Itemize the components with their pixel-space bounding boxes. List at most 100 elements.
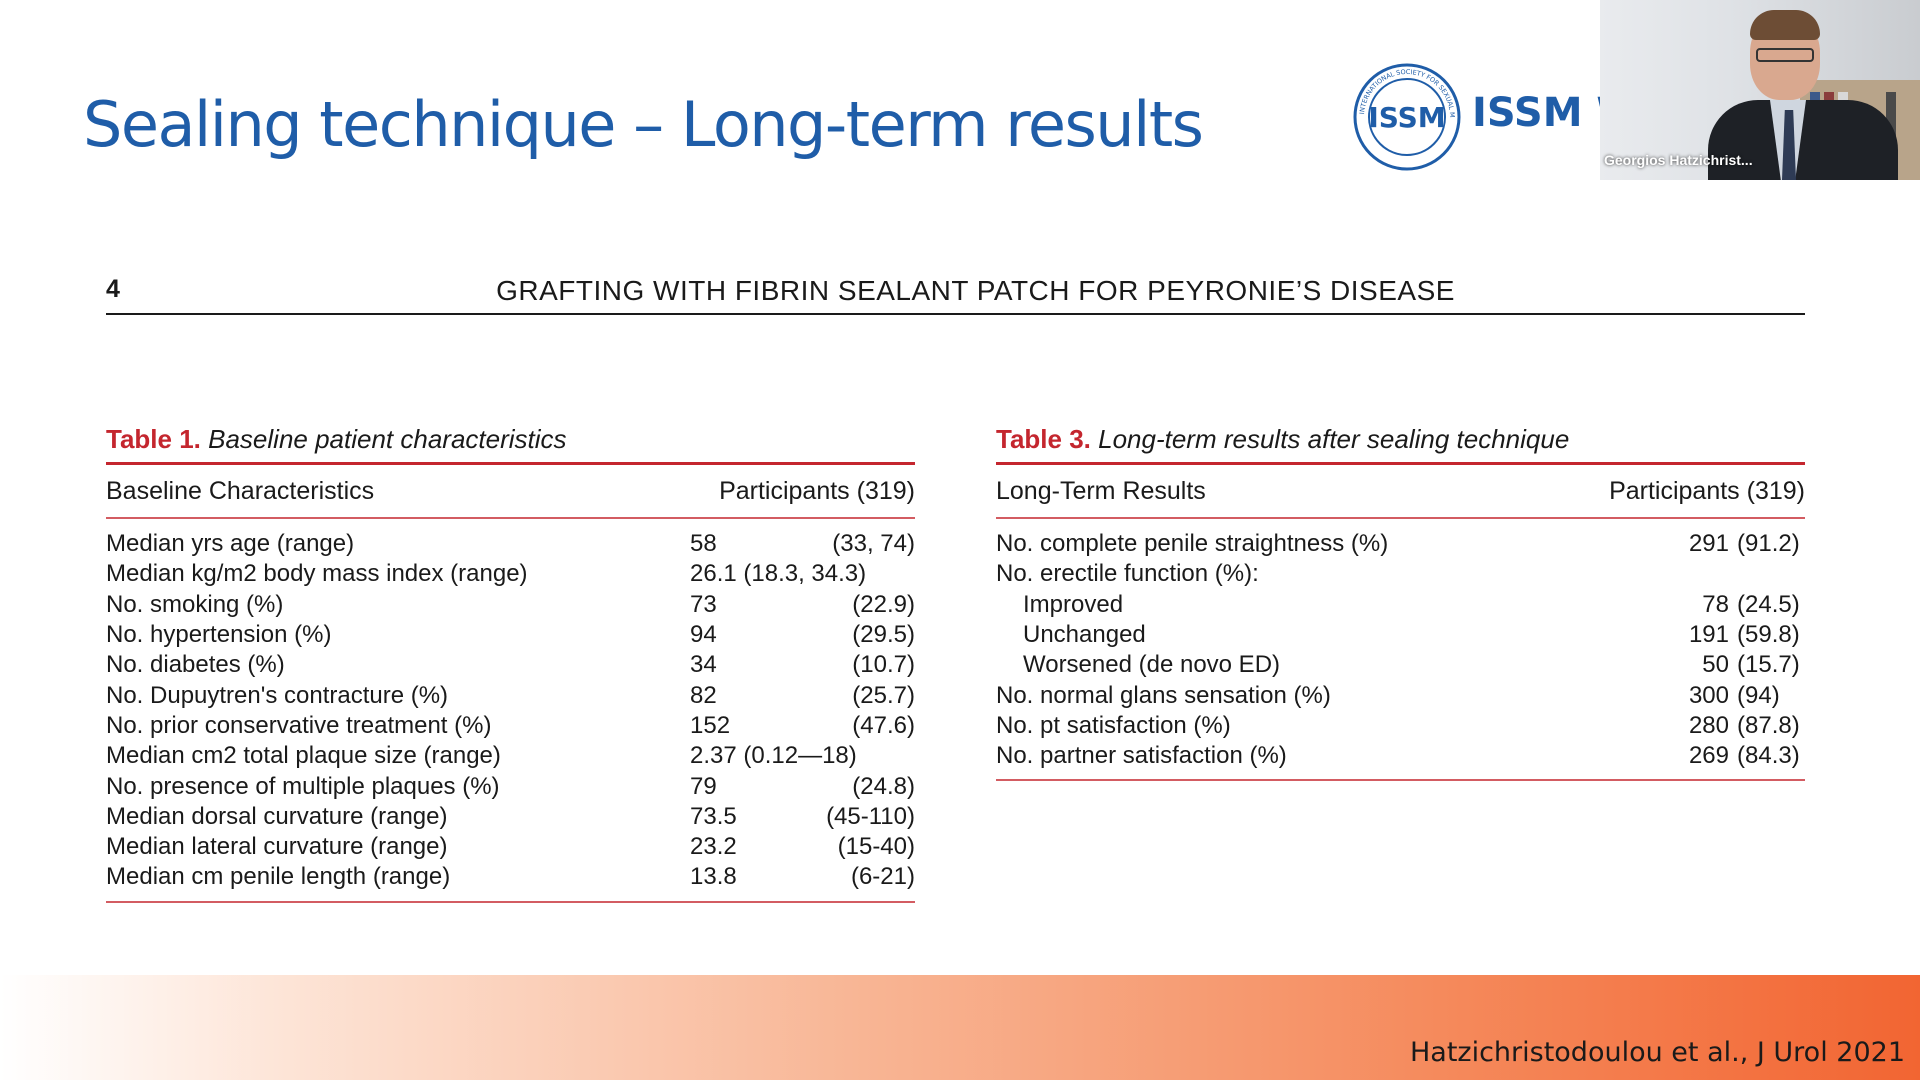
table-row: No. diabetes (%) 34 (10.7) (106, 650, 915, 680)
webcam-tile[interactable]: Georgios Hatzichrist... (1600, 0, 1920, 180)
table-body: No. complete penile straightness (%) 291 (… (996, 519, 1805, 779)
table-row: Improved 78 (24.5) (996, 590, 1805, 620)
table-caption: Table 1. Baseline patient characteristic… (106, 424, 915, 462)
table-row: Median yrs age (range) 58 (33, 74) (106, 529, 915, 559)
table-row: No. presence of multiple plaques (%) 79 (2… (106, 771, 915, 801)
row-value-paren: (29.5) (852, 621, 915, 649)
row-value-paren: (22.9) (852, 590, 915, 618)
row-value-paren: (47.6) (852, 711, 915, 739)
row-label: Median dorsal curvature (range) (106, 802, 448, 830)
table-row: Median kg/m2 body mass index (range) 26.1… (106, 559, 915, 589)
row-label: No. pt satisfaction (%) (996, 711, 1231, 739)
row-value: 13.8 (690, 863, 737, 891)
book (1886, 92, 1896, 152)
row-value-paren: (6-21) (850, 863, 915, 891)
citation: Hatzichristodoulou et al., J Urol 2021 (1409, 1037, 1905, 1068)
row-value: 23.2 (690, 833, 737, 861)
row-value: 73 (690, 590, 717, 618)
row-value-paren: (24.8) (852, 772, 915, 800)
row-value-paren: (33, 74) (832, 530, 915, 558)
row-value-paren: (15-40) (837, 833, 915, 861)
slide-title: Sealing technique – Long-term results (83, 88, 1204, 161)
row-value: 26.1 (18.3, 34.3) (690, 560, 867, 588)
row-label: Median lateral curvature (range) (106, 833, 448, 861)
row-value: 191 (1688, 621, 1729, 649)
table-top-rule (996, 462, 1805, 465)
table-row: No. smoking (%) 73 (22.9) (106, 590, 915, 620)
row-value-paren: (94) (1737, 681, 1780, 709)
row-value-paren: (24.5) (1737, 590, 1800, 618)
column-header-value: Participants (319) (1609, 476, 1805, 505)
table-row: Median cm2 total plaque size (range) 2.3… (106, 741, 915, 771)
table-top-rule (106, 462, 915, 465)
row-label: No. smoking (%) (106, 590, 284, 618)
table-1: Table 1. Baseline patient characteristic… (106, 424, 915, 903)
table-header-rule (996, 517, 1805, 519)
row-value-paren: (59.8) (1737, 621, 1800, 649)
table-row: No. Dupuytren's contracture (%) 82 (25.7) (106, 680, 915, 710)
row-value-paren: (84.3) (1737, 742, 1800, 770)
row-value: 82 (690, 681, 717, 709)
row-label: No. presence of multiple plaques (%) (106, 772, 500, 800)
row-label: Worsened (de novo ED) (1023, 651, 1281, 679)
table-number: Table 3. (996, 424, 1091, 454)
table-title: Baseline patient characteristics (208, 424, 567, 454)
footer-gradient-band (0, 975, 1920, 1080)
paper-header-rule (106, 313, 1805, 315)
paper-running-header: GRAFTING WITH FIBRIN SEALANT PATCH FOR P… (496, 275, 1455, 306)
row-label: Unchanged (1023, 621, 1146, 649)
row-value-paren: (91.2) (1737, 530, 1800, 558)
row-value: 269 (1688, 742, 1729, 770)
row-label: Median yrs age (range) (106, 530, 355, 558)
row-label: Improved (1023, 590, 1124, 618)
row-value: 50 (1702, 651, 1729, 679)
table-row: Median cm penile length (range) 13.8 (6-21… (106, 862, 915, 892)
row-value-paren: (25.7) (852, 681, 915, 709)
paper-page-number: 4 (106, 275, 120, 303)
row-label: Median cm2 total plaque size (range) (106, 742, 501, 770)
table-number: Table 1. (106, 424, 201, 454)
row-value: 300 (1688, 681, 1729, 709)
row-value: 79 (690, 772, 717, 800)
table-bottom-rule (996, 779, 1805, 782)
table-row: Worsened (de novo ED) 50 (15.7) (996, 650, 1805, 680)
row-label: Median kg/m2 body mass index (range) (106, 560, 528, 588)
row-label: No. prior conservative treatment (%) (106, 711, 492, 739)
issm-logo: ISSM INTERNATIONAL SOCIETY FOR SEXUAL ME… (1352, 62, 1461, 171)
table-row: Median dorsal curvature (range) 73.5 (45-1… (106, 802, 915, 832)
row-label: No. normal glans sensation (%) (996, 681, 1331, 709)
row-value-paren: (87.8) (1737, 711, 1800, 739)
column-header-label: Baseline Characteristics (106, 476, 375, 505)
table-header: Baseline Characteristics Participants (3… (106, 465, 915, 517)
participant-glasses (1756, 48, 1814, 62)
row-label: No. partner satisfaction (%) (996, 742, 1287, 770)
table-row: No. prior conservative treatment (%) 152 (… (106, 711, 915, 741)
row-value-paren: (15.7) (1737, 651, 1800, 679)
row-label: No. erectile function (%): (996, 560, 1259, 588)
table-row: No. erectile function (%): (996, 559, 1805, 589)
row-value: 94 (690, 621, 717, 649)
table-row: No. normal glans sensation (%) 300 (94) (996, 680, 1805, 710)
table-3: Table 3. Long-term results after sealing… (996, 424, 1805, 782)
row-value: 58 (690, 530, 717, 558)
table-row: No. partner satisfaction (%) 269 (84.3) (996, 741, 1805, 771)
participant-hair (1750, 10, 1820, 40)
table-header: Long-Term Results Participants (319) (996, 465, 1805, 517)
row-value-paren: (45-110) (826, 802, 915, 830)
row-label: No. Dupuytren's contracture (%) (106, 681, 449, 709)
row-value: 2.37 (0.12—18) (690, 742, 857, 770)
row-value: 152 (690, 711, 731, 739)
row-label: No. diabetes (%) (106, 651, 285, 679)
row-value: 280 (1688, 711, 1729, 739)
row-label: No. complete penile straightness (%) (996, 530, 1389, 558)
row-value: 78 (1702, 590, 1729, 618)
participant-tie (1782, 110, 1796, 180)
table-caption: Table 3. Long-term results after sealing… (996, 424, 1805, 462)
table-row: No. hypertension (%) 94 (29.5) (106, 620, 915, 650)
logo-emblem-text: ISSM (1368, 101, 1445, 134)
table-header-rule (106, 517, 915, 519)
table-row: Unchanged 191 (59.8) (996, 620, 1805, 650)
row-label: No. hypertension (%) (106, 621, 332, 649)
table-bottom-rule (106, 900, 915, 903)
row-value-paren: (10.7) (852, 651, 915, 679)
